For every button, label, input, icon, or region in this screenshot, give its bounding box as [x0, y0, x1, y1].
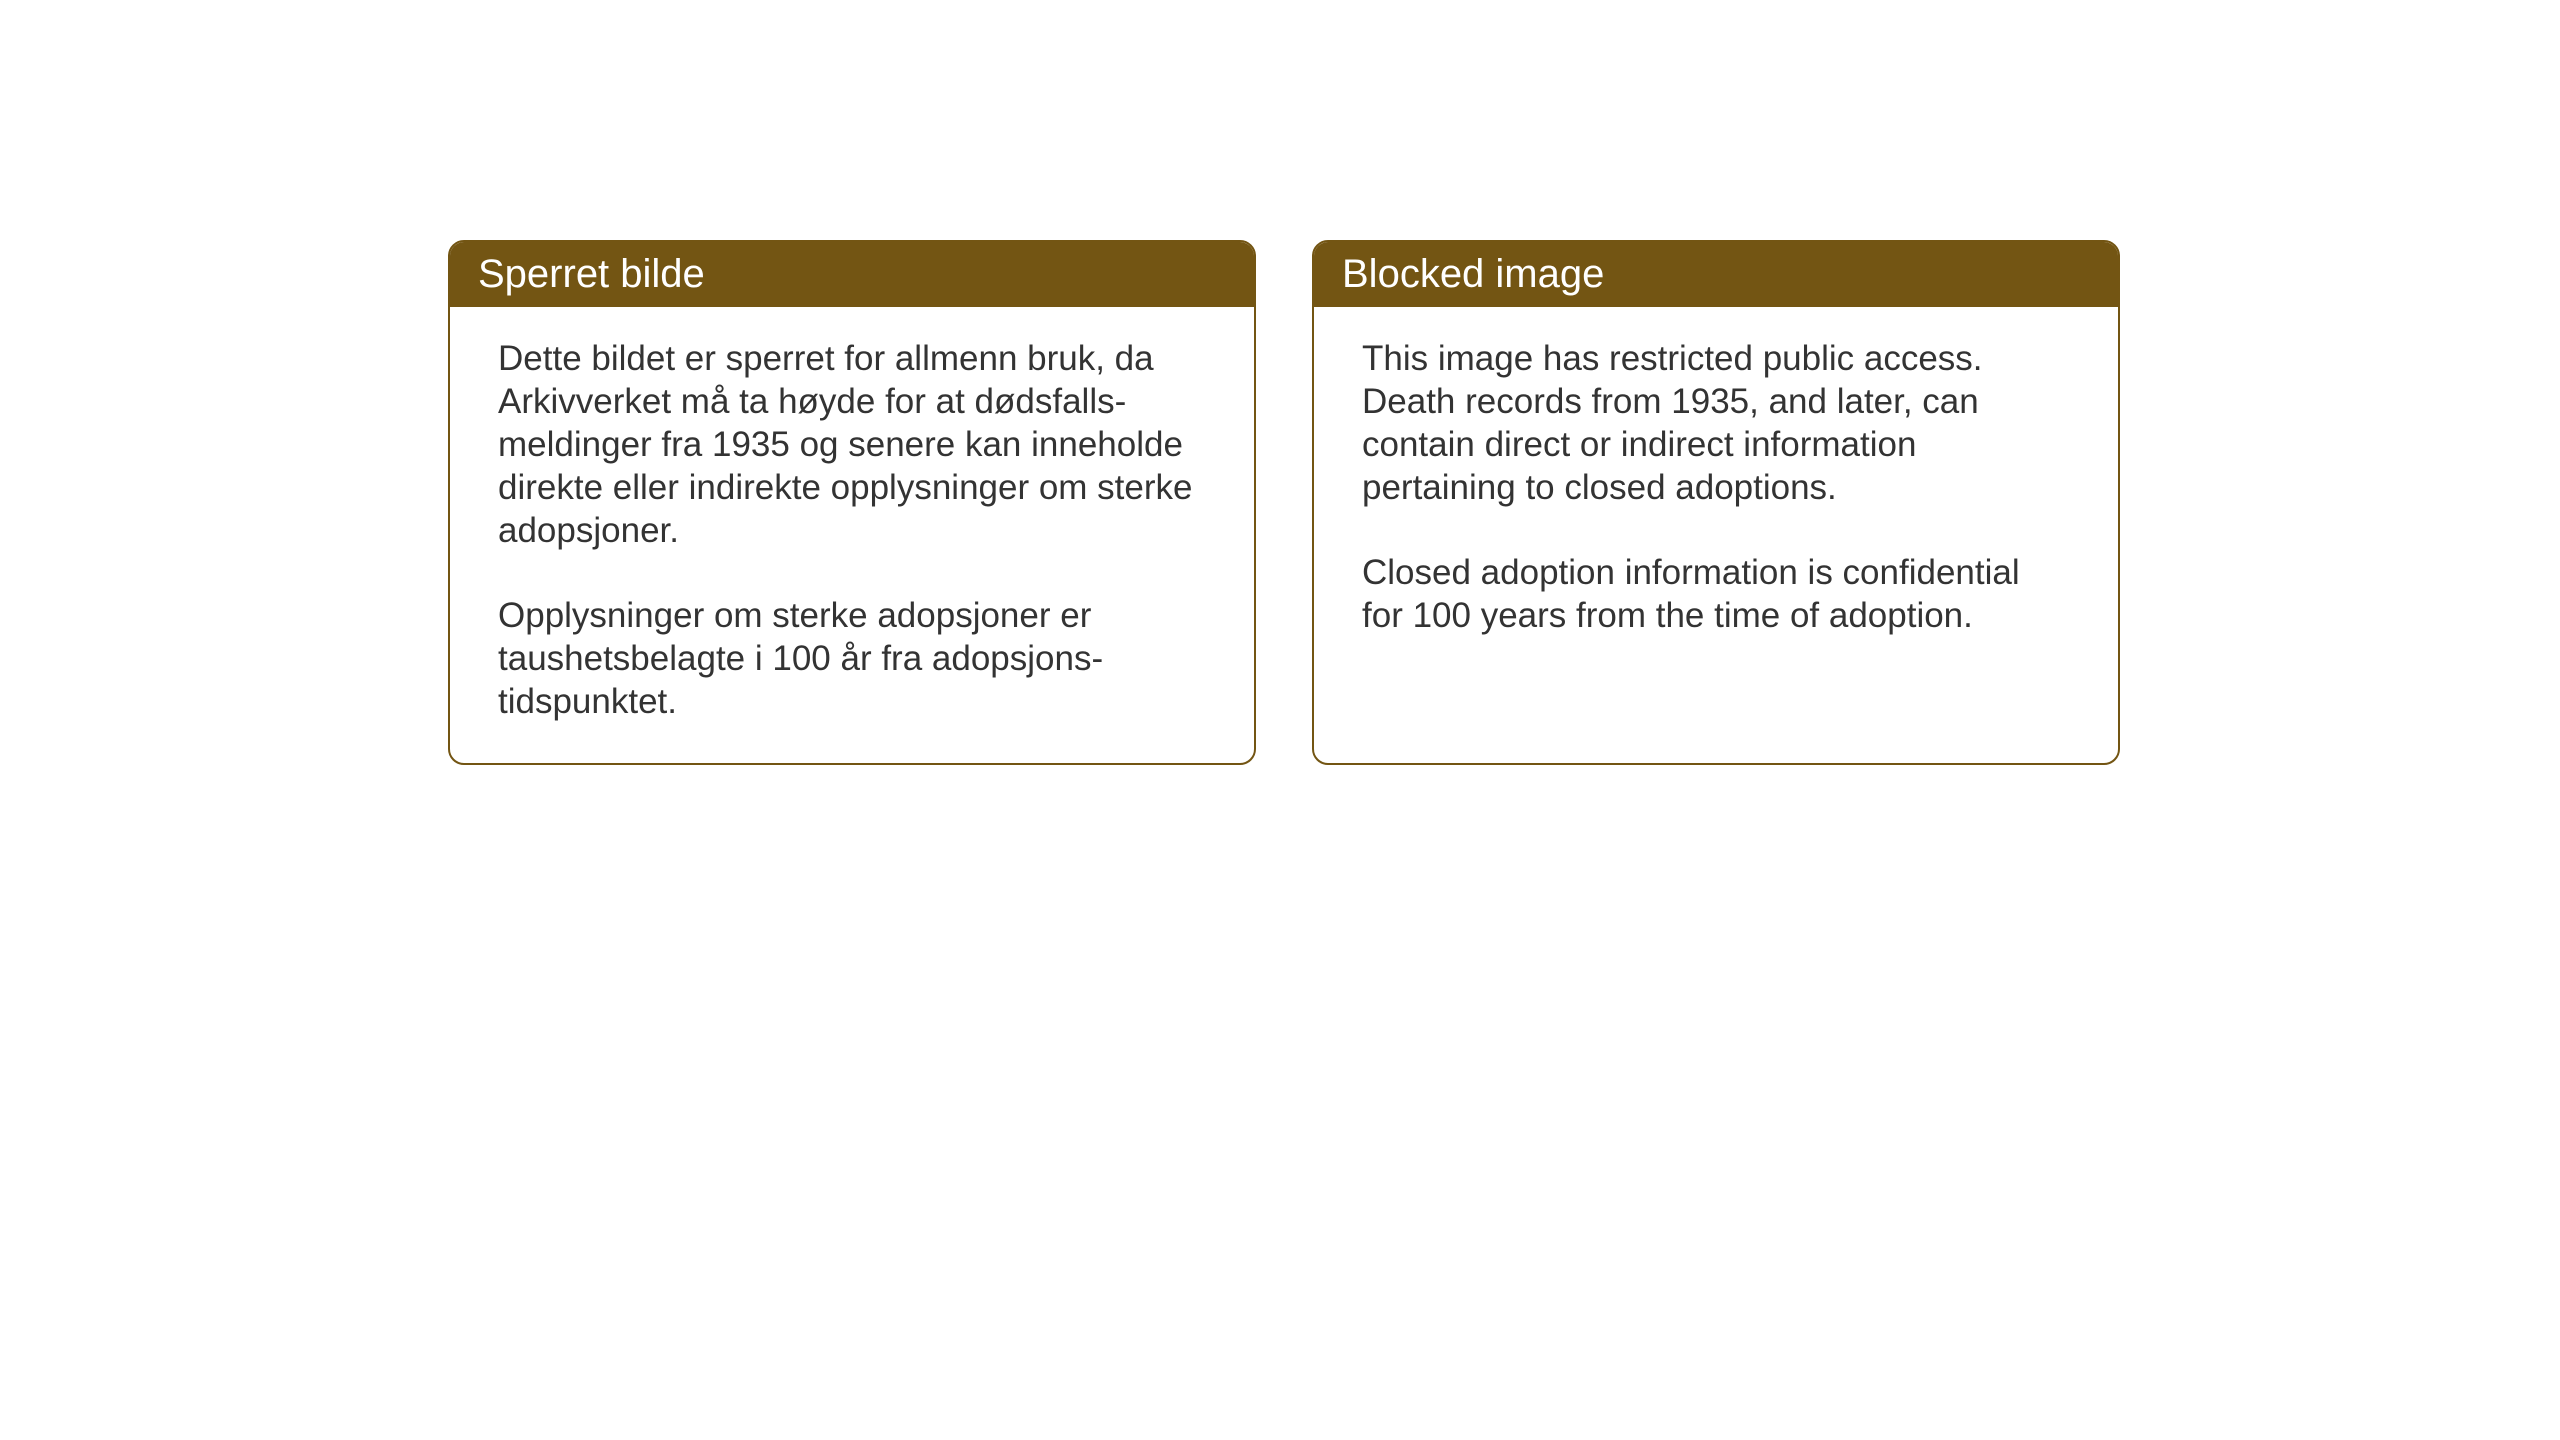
card-paragraph-english-1: This image has restricted public access.…: [1362, 337, 2070, 509]
card-header-norwegian: Sperret bilde: [450, 242, 1254, 307]
card-header-english: Blocked image: [1314, 242, 2118, 307]
card-paragraph-norwegian-2: Opplysninger om sterke adopsjoner er tau…: [498, 594, 1206, 723]
notice-card-norwegian: Sperret bilde Dette bildet er sperret fo…: [448, 240, 1256, 765]
card-title-norwegian: Sperret bilde: [478, 252, 705, 296]
card-paragraph-english-2: Closed adoption information is confident…: [1362, 551, 2070, 637]
notice-container: Sperret bilde Dette bildet er sperret fo…: [448, 240, 2120, 765]
card-body-english: This image has restricted public access.…: [1314, 307, 2118, 677]
card-paragraph-norwegian-1: Dette bildet er sperret for allmenn bruk…: [498, 337, 1206, 552]
card-title-english: Blocked image: [1342, 252, 1604, 296]
card-body-norwegian: Dette bildet er sperret for allmenn bruk…: [450, 307, 1254, 763]
notice-card-english: Blocked image This image has restricted …: [1312, 240, 2120, 765]
